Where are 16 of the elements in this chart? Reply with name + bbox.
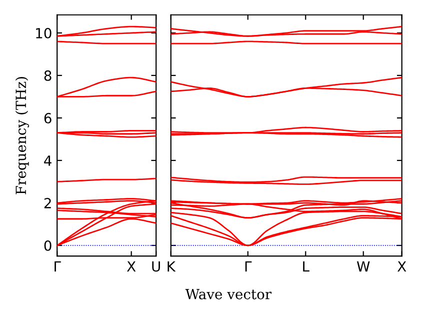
x-tick-label: L bbox=[303, 261, 310, 272]
x-tick-label: Γ bbox=[245, 261, 252, 272]
y-tick-label: 2 bbox=[44, 198, 51, 208]
y-tick-label: 4 bbox=[44, 156, 52, 166]
x-tick-label: X bbox=[127, 261, 136, 272]
x-tick-label: X bbox=[398, 261, 406, 272]
x-tick-label: Γ bbox=[54, 261, 61, 272]
x-tick-label: W bbox=[356, 261, 370, 272]
x-tick-label: U bbox=[152, 261, 160, 272]
x-axis-title: Wave vector bbox=[185, 289, 272, 300]
y-tick-label: 8 bbox=[44, 70, 52, 81]
y-tick-label: 10 bbox=[36, 28, 52, 38]
y-tick-label: 6 bbox=[44, 112, 52, 124]
y-axis-title: Frequency (THz) bbox=[15, 77, 30, 194]
x-tick-label: K bbox=[168, 261, 176, 272]
y-tick-label: 0 bbox=[44, 240, 52, 251]
